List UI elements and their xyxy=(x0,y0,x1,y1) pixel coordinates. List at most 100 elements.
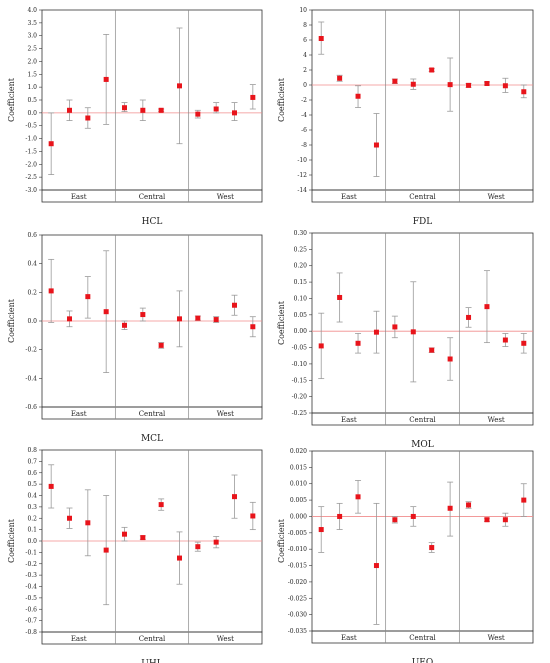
y-tick-label: 10 xyxy=(299,7,307,14)
y-tick-label: 0.20 xyxy=(294,263,308,270)
y-tick-label: 6 xyxy=(303,37,307,44)
plot-frame xyxy=(311,9,534,191)
y-tick-label: -1.0 xyxy=(25,136,37,143)
y-tick-label: 0.0 xyxy=(27,538,37,545)
y-tick-label: -3.0 xyxy=(25,187,37,194)
y-tick-label: -0.10 xyxy=(292,361,308,368)
data-point xyxy=(103,547,109,553)
region-label-central: Central xyxy=(409,634,436,642)
region-label-central: Central xyxy=(409,416,436,424)
data-point xyxy=(158,107,164,113)
data-point xyxy=(429,545,435,551)
data-point xyxy=(447,505,453,511)
data-point xyxy=(213,317,219,323)
data-point xyxy=(429,347,435,353)
data-point xyxy=(373,563,379,569)
data-point xyxy=(177,555,182,561)
panel-title: UEQ xyxy=(412,658,434,663)
region-label-east: East xyxy=(341,193,357,201)
y-tick-label: -0.010 xyxy=(288,546,307,553)
y-tick-label: 0.00 xyxy=(294,328,308,335)
data-point xyxy=(355,93,361,99)
y-tick-label: -0.4 xyxy=(25,375,37,382)
y-tick-label: -8 xyxy=(301,142,307,149)
y-tick-label: -0.7 xyxy=(25,618,37,625)
y-tick-label: -0.030 xyxy=(288,612,307,619)
data-point xyxy=(140,535,146,541)
data-point xyxy=(250,324,256,330)
y-tick-label: 0.010 xyxy=(290,481,307,488)
data-point xyxy=(521,497,527,503)
y-tick-label: 0.0 xyxy=(27,110,37,117)
data-point xyxy=(158,342,164,348)
y-tick-label: 0.0 xyxy=(27,318,37,325)
panel-title: MOL xyxy=(411,440,434,450)
data-point xyxy=(213,106,219,112)
data-point xyxy=(484,81,490,86)
y-axis-title: Coefficient xyxy=(7,298,16,343)
panel-title: UHL xyxy=(141,659,162,663)
region-label-west: West xyxy=(217,193,234,201)
data-point xyxy=(502,337,508,343)
data-point xyxy=(177,316,182,322)
y-tick-label: -2 xyxy=(301,97,307,104)
y-axis-title: Coefficient xyxy=(277,518,286,563)
y-tick-label: 0.30 xyxy=(294,230,308,237)
chart-panel-uhl: -0.8 -0.7 -0.6 -0.5 -0.4 -0.3 -0.2 -0.1 0.0 0.1 0.… xyxy=(7,447,263,663)
y-tick-label: -4 xyxy=(301,112,307,119)
y-tick-label: 1.5 xyxy=(27,71,37,78)
data-point xyxy=(103,309,109,315)
y-tick-label: -0.8 xyxy=(25,629,37,636)
region-strip xyxy=(41,189,263,203)
data-point xyxy=(195,544,201,550)
data-point xyxy=(373,142,379,148)
y-tick-label: 0.5 xyxy=(27,481,37,488)
y-tick-label: 0.5 xyxy=(27,97,37,104)
y-tick-label: -0.035 xyxy=(288,628,307,635)
y-tick-label: -0.25 xyxy=(292,410,308,417)
y-tick-label: 3.5 xyxy=(27,20,37,27)
data-point xyxy=(429,67,435,73)
region-label-central: Central xyxy=(139,410,166,418)
y-tick-label: 0.005 xyxy=(290,497,307,504)
chart-panel-ueq: -0.035 -0.030 -0.025 -0.020 -0.015 -0.010 -0.0… xyxy=(277,448,534,663)
data-point xyxy=(140,107,146,113)
data-point xyxy=(466,314,472,320)
y-tick-label: 0.3 xyxy=(27,504,37,511)
y-tick-label: -0.6 xyxy=(25,404,37,411)
y-tick-label: -6 xyxy=(301,127,307,134)
panel-title: FDL xyxy=(413,217,432,227)
data-point xyxy=(85,115,91,121)
chart-panel-fdl: -14 -12 -10 -8 -6 -4 -2 0 2 4 6 8 10 Coefficient East C… xyxy=(277,7,534,227)
region-label-east: East xyxy=(341,634,357,642)
y-tick-label: 0.4 xyxy=(27,493,37,500)
y-tick-label: 2 xyxy=(303,67,307,74)
region-label-central: Central xyxy=(139,193,166,201)
y-tick-label: -0.5 xyxy=(25,123,37,130)
region-label-west: West xyxy=(217,635,234,643)
data-point xyxy=(392,78,398,84)
data-point xyxy=(48,288,54,294)
y-tick-label: 0.15 xyxy=(294,279,308,286)
chart-panel-mcl: -0.6 -0.4 -0.2 0.0 0.2 0.4 0.6 Coefficient East C… xyxy=(7,232,263,444)
data-point xyxy=(48,141,54,147)
data-point xyxy=(502,83,508,89)
data-point xyxy=(373,329,379,335)
data-point xyxy=(337,294,343,300)
data-point xyxy=(177,83,182,89)
y-tick-label: -0.2 xyxy=(25,347,37,354)
region-label-central: Central xyxy=(139,635,166,643)
y-tick-label: 0.020 xyxy=(290,448,307,455)
y-tick-label: 1.0 xyxy=(27,84,37,91)
data-point xyxy=(67,107,72,113)
region-strip xyxy=(311,412,534,426)
region-label-east: East xyxy=(71,410,87,418)
data-point xyxy=(410,513,416,519)
y-tick-label: 4.0 xyxy=(27,7,37,14)
y-tick-label: -0.005 xyxy=(288,530,307,537)
data-point xyxy=(318,36,324,41)
data-point xyxy=(355,494,361,500)
y-tick-label: -2.0 xyxy=(25,161,37,168)
data-point xyxy=(195,315,201,321)
